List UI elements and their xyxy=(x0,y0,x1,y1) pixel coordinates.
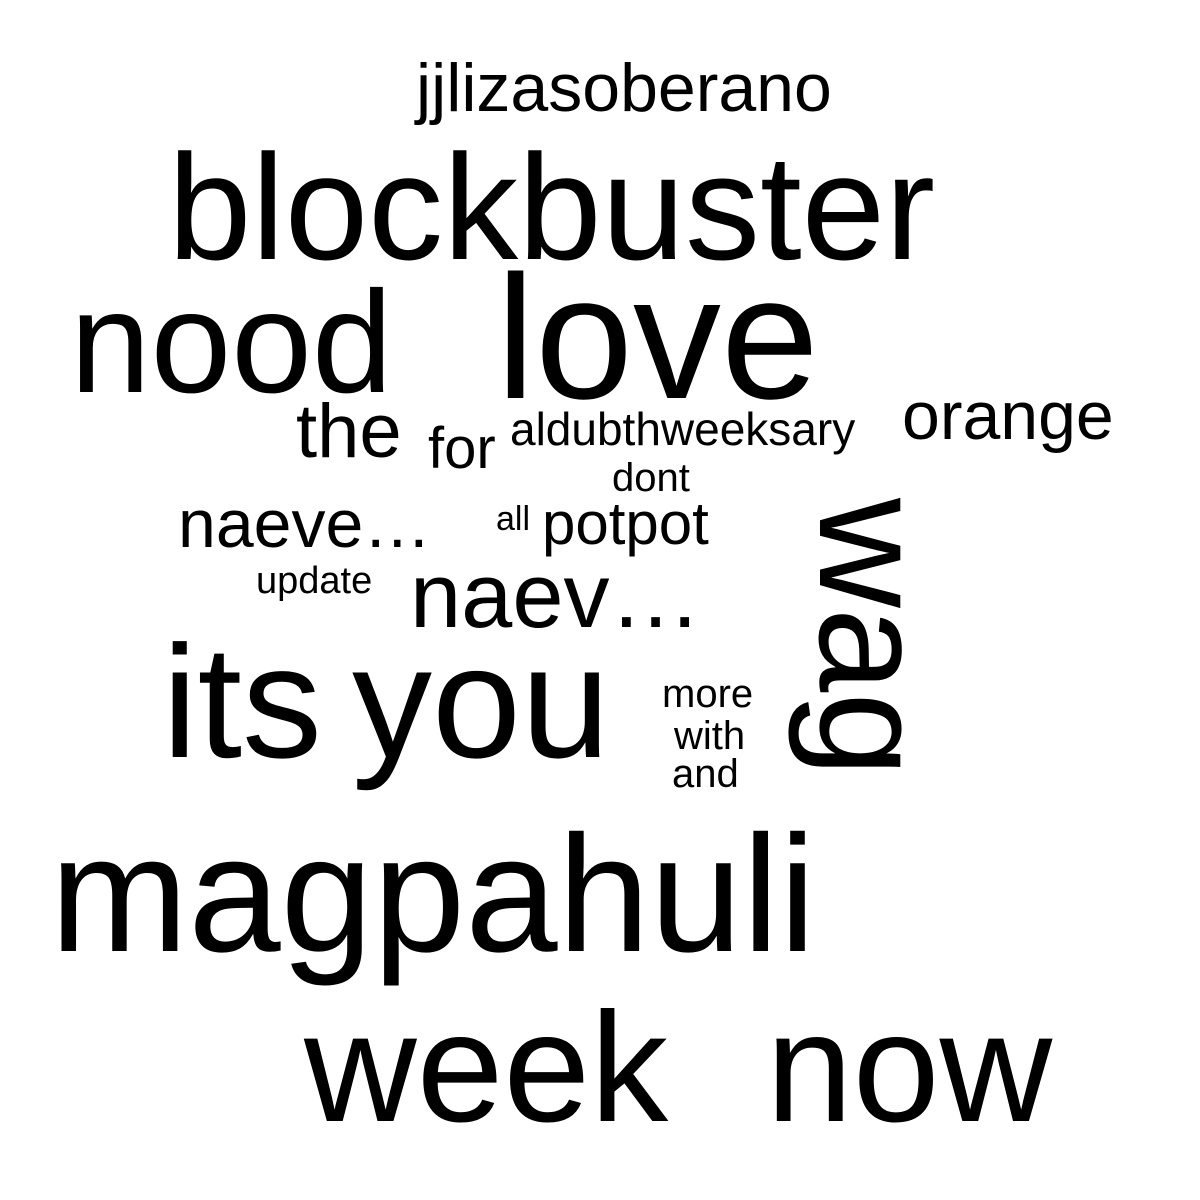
word-naev: naev… xyxy=(410,545,702,647)
word-orange: orange xyxy=(902,378,1114,454)
word-dont: dont xyxy=(612,456,690,500)
word-update: update xyxy=(256,560,373,602)
word-love: love xyxy=(496,240,819,436)
word-with: with xyxy=(674,714,746,758)
word-blockbuster: blockbuster xyxy=(168,123,936,291)
word-its: its xyxy=(162,612,322,791)
word-naeve: naeve… xyxy=(178,486,432,562)
word-for: for xyxy=(428,416,496,481)
word-week: week xyxy=(304,981,669,1155)
word-more: more xyxy=(662,672,754,716)
word-jjlizasoberano: jjlizasoberano xyxy=(416,50,832,126)
word-wag: wag xyxy=(787,498,957,777)
word-nood: nood xyxy=(70,261,393,423)
word-potpot: potpot xyxy=(542,490,709,557)
word-the: the xyxy=(296,389,402,474)
word-all: all xyxy=(496,500,531,538)
word-you: you xyxy=(352,612,610,791)
word-aldubthweeksary: aldubthweeksary xyxy=(510,403,856,455)
word-magpahuli: magpahuli xyxy=(50,802,816,987)
word-and: and xyxy=(672,752,739,796)
word-now: now xyxy=(766,981,1053,1155)
